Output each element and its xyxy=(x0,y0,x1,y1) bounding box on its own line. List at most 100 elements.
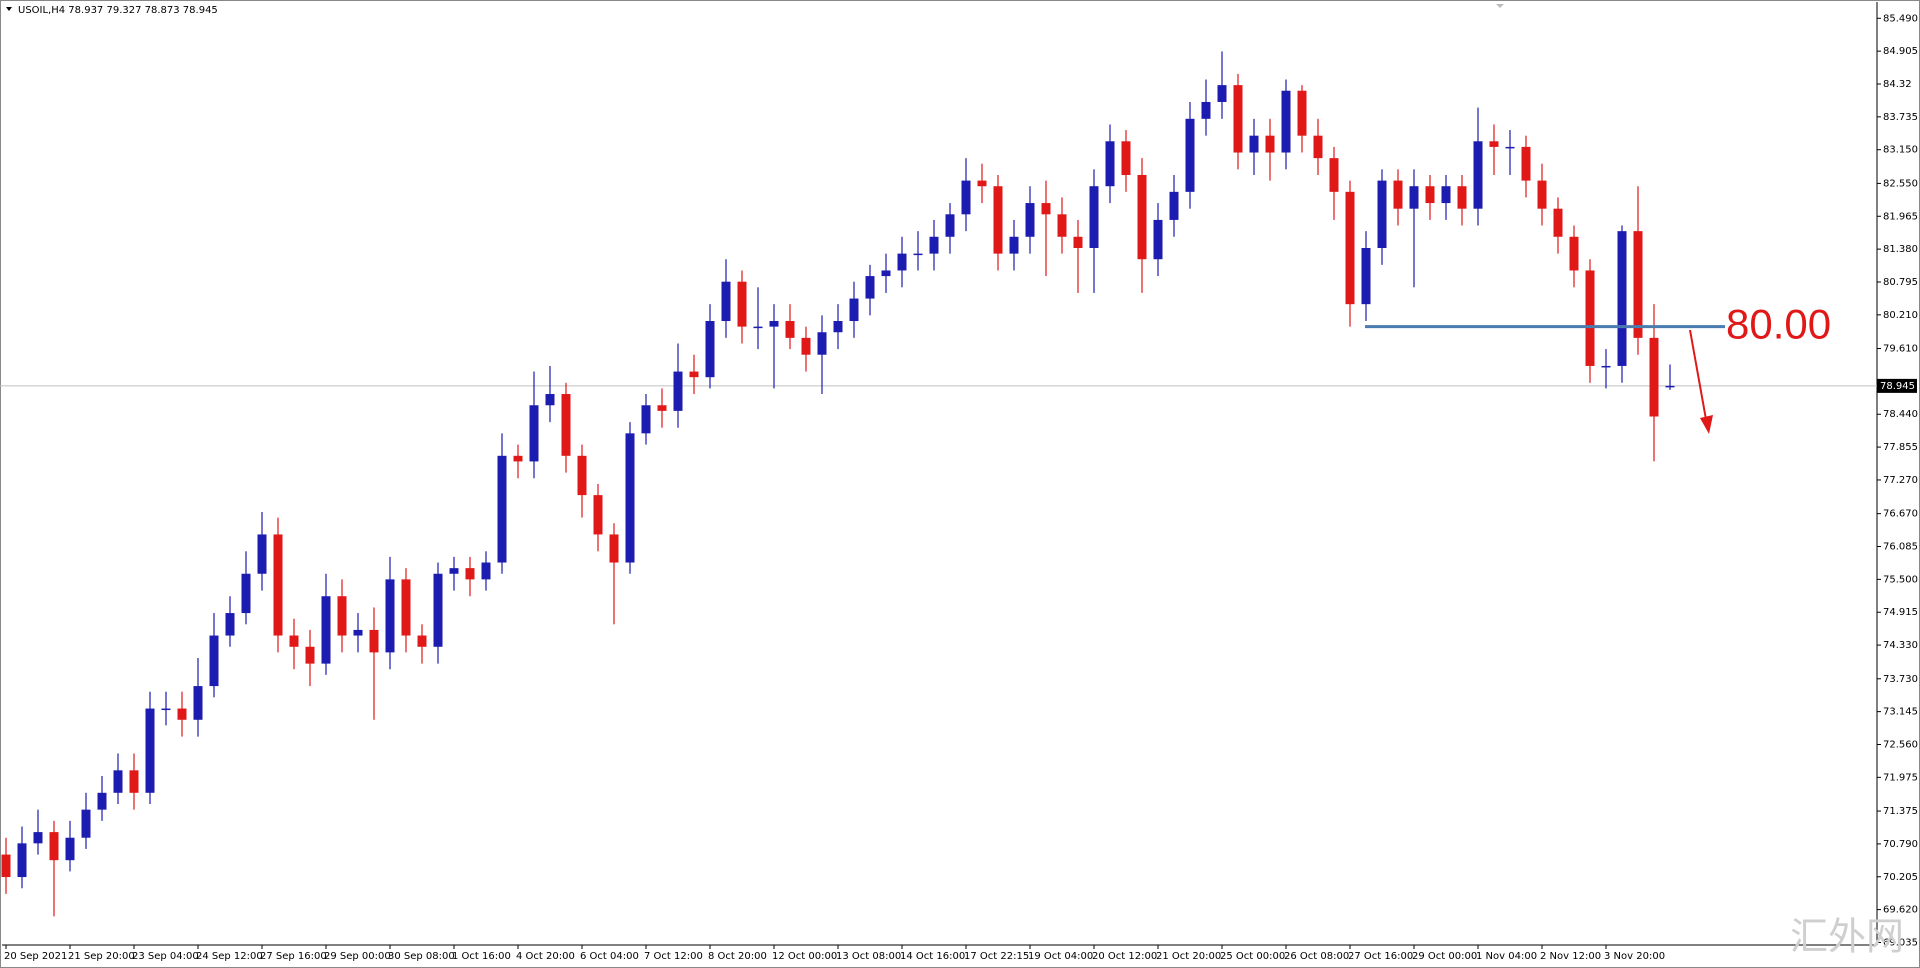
candle-body xyxy=(1361,248,1371,305)
candle-body xyxy=(497,455,507,563)
candle-body xyxy=(849,298,859,322)
y-tick-label: 76.670 xyxy=(1883,509,1918,520)
y-tick-label: 73.730 xyxy=(1883,674,1918,685)
x-tick-label: 3 Nov 20:00 xyxy=(1604,951,1665,962)
y-tick-label: 84.32 xyxy=(1883,79,1912,90)
candle-body xyxy=(753,326,763,329)
x-tick-label: 6 Oct 04:00 xyxy=(580,951,639,962)
candle-body xyxy=(273,534,283,636)
candle-body xyxy=(1073,236,1083,248)
candle-body xyxy=(1665,385,1675,388)
x-tick-label: 21 Oct 20:00 xyxy=(1156,951,1221,962)
chart-title: USOIL,H4 78.937 79.327 78.873 78.945 xyxy=(18,5,218,16)
level-label: 80.00 xyxy=(1726,301,1831,348)
candle-body xyxy=(145,708,155,793)
candle-body xyxy=(337,596,347,636)
candle-body xyxy=(961,180,971,215)
x-tick-label: 4 Oct 20:00 xyxy=(516,951,575,962)
x-tick-label: 20 Sep 2021 xyxy=(4,951,67,962)
candle-body xyxy=(1441,186,1451,204)
candle-body xyxy=(1505,146,1515,149)
candle-body xyxy=(17,843,27,878)
candle-body xyxy=(513,455,523,462)
candle-body xyxy=(225,613,235,636)
candle-body xyxy=(945,214,955,237)
y-tick-label: 77.270 xyxy=(1883,475,1918,486)
x-tick-label: 24 Sep 12:00 xyxy=(196,951,263,962)
candle-body xyxy=(721,281,731,322)
x-tick-label: 7 Oct 12:00 xyxy=(644,951,703,962)
candle-body xyxy=(1633,231,1643,338)
candle-body xyxy=(1009,236,1019,254)
candle-body xyxy=(321,596,331,664)
candle-body xyxy=(529,405,539,462)
candle-body xyxy=(1345,191,1355,305)
candle-body xyxy=(1425,186,1435,204)
candle-body xyxy=(705,321,715,378)
candle-body xyxy=(817,332,827,355)
candle-body xyxy=(353,629,363,636)
x-tick-label: 14 Oct 16:00 xyxy=(900,951,965,962)
candle-body xyxy=(1313,135,1323,159)
menu-icon[interactable] xyxy=(6,7,12,11)
x-tick-label: 26 Oct 08:00 xyxy=(1284,951,1349,962)
candle-body xyxy=(897,253,907,271)
candle-body xyxy=(161,708,171,711)
y-tick-label: 81.965 xyxy=(1883,211,1918,222)
candle-body xyxy=(305,646,315,664)
candle-body xyxy=(833,321,843,333)
y-tick-label: 83.150 xyxy=(1883,145,1918,156)
last-price-label: 78.945 xyxy=(1880,381,1915,392)
candle-body xyxy=(689,371,699,378)
candle-body xyxy=(1025,203,1035,237)
candle-body xyxy=(561,394,571,456)
candle-body xyxy=(97,792,107,810)
y-tick-label: 83.735 xyxy=(1883,112,1918,123)
candle-body xyxy=(1377,180,1387,248)
candle-body xyxy=(1281,90,1291,153)
candle-body xyxy=(1137,174,1147,260)
candle-body xyxy=(625,433,635,563)
candle-body xyxy=(673,371,683,411)
y-tick-label: 79.610 xyxy=(1883,344,1918,355)
candle-body xyxy=(129,770,139,793)
candle-body xyxy=(1473,141,1483,209)
candle-body xyxy=(1233,85,1243,153)
x-tick-label: 13 Oct 08:00 xyxy=(836,951,901,962)
candle-body xyxy=(1297,90,1307,136)
candle-body xyxy=(1121,141,1131,175)
candle-body xyxy=(1041,203,1051,215)
candle-body xyxy=(1217,85,1227,102)
candle-body xyxy=(33,832,43,844)
candle-body xyxy=(769,321,779,327)
x-tick-label: 8 Oct 20:00 xyxy=(708,951,767,962)
candle-body xyxy=(1153,219,1163,260)
candle-body xyxy=(1409,186,1419,209)
candle-body xyxy=(1,854,11,878)
candle-body xyxy=(641,405,651,434)
candle-body xyxy=(289,635,299,647)
candle-body xyxy=(177,708,187,720)
y-tick-label: 70.790 xyxy=(1883,839,1918,850)
candle-body xyxy=(1489,141,1499,147)
candle-body xyxy=(1521,146,1531,181)
candle-body xyxy=(1393,180,1403,209)
x-tick-label: 30 Sep 08:00 xyxy=(388,951,455,962)
candle-body xyxy=(545,394,555,406)
y-tick-label: 82.550 xyxy=(1883,178,1918,189)
candle-body xyxy=(1089,186,1099,248)
candle-body xyxy=(369,629,379,653)
candle-body xyxy=(1201,101,1211,119)
trend-arrow xyxy=(1689,329,1708,426)
y-tick-label: 71.375 xyxy=(1883,806,1918,817)
y-tick-label: 72.560 xyxy=(1883,739,1918,750)
candle-body xyxy=(657,405,667,411)
scroll-marker xyxy=(1496,4,1504,8)
candle-body xyxy=(865,276,875,299)
candle-body xyxy=(913,253,923,256)
candle-body xyxy=(81,809,91,838)
candle-body xyxy=(1585,270,1595,366)
